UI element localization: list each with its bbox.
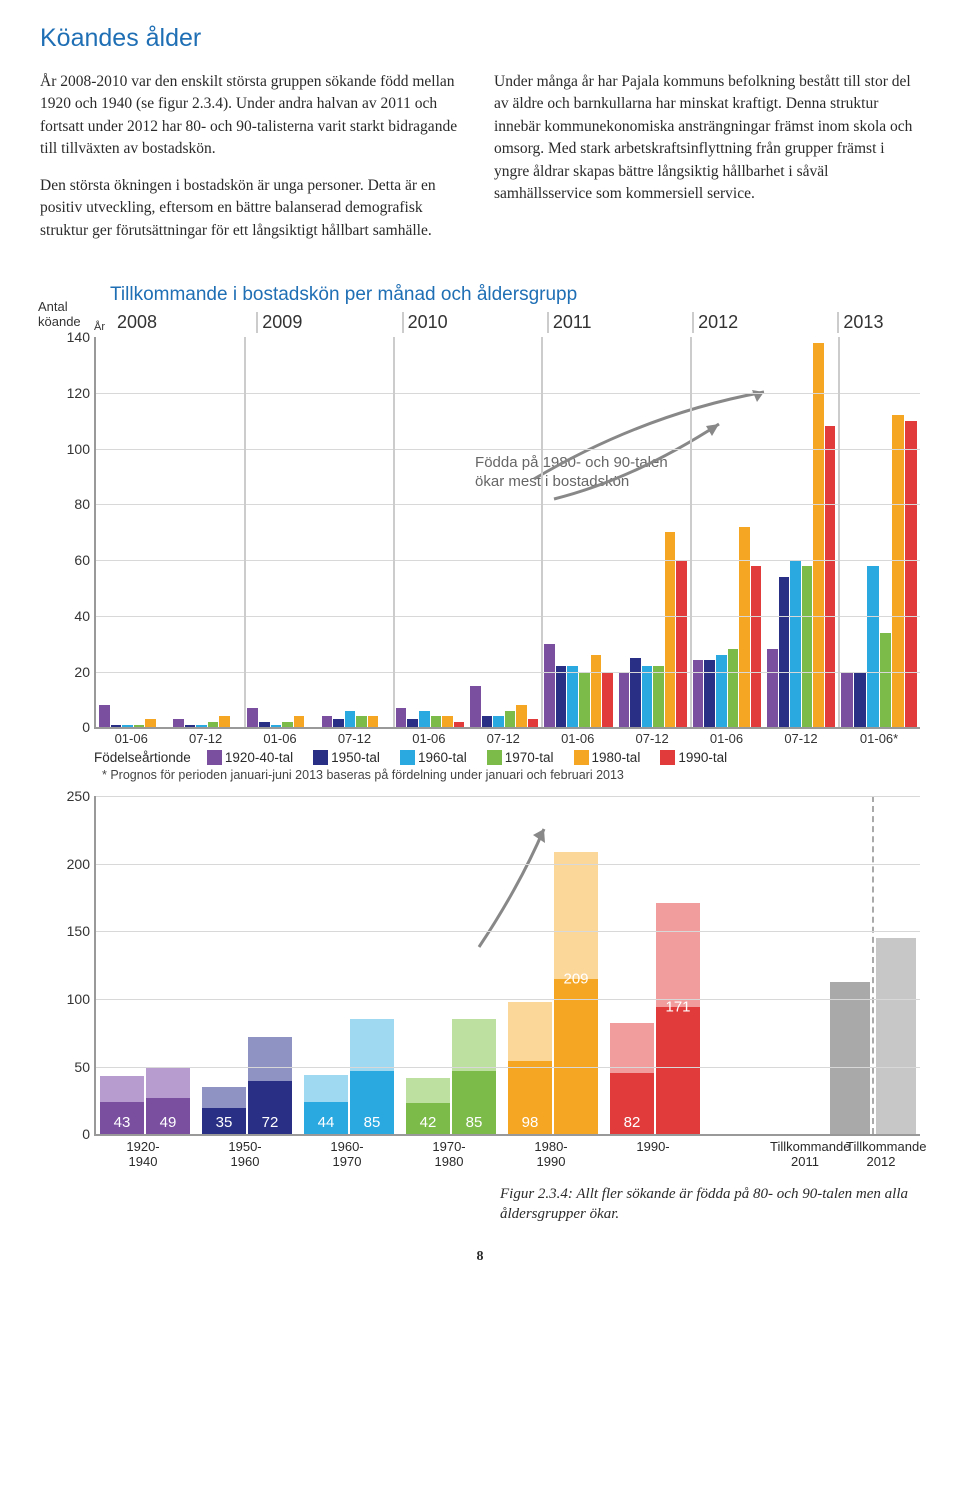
arrow-icon [459,817,579,957]
body-columns: År 2008-2010 var den enskilt största gru… [40,71,920,256]
chart1-legend: Födelseårtionde1920-40-tal1950-tal1960-t… [94,750,920,765]
para: Den största ökningen i bostadskön är ung… [40,175,466,242]
body-col-right: Under många år har Pajala kommuns befolk… [494,71,920,256]
chart1-footnote: * Prognos för perioden januari-juni 2013… [102,768,920,782]
arrow-icon [524,384,784,564]
chart1-xaxis: 01-0607-1201-0607-1201-0607-1201-0607-12… [94,731,920,746]
page-title: Köandes ålder [40,24,920,53]
chart2: 43493572448542859820982171 0501001502002… [40,796,920,1170]
chart1: Antalköande År200820092010201120122013 F… [40,312,920,782]
para: År 2008-2010 var den enskilt största gru… [40,71,466,161]
chart1-y-label: Antalköande [38,300,81,330]
para: Under många år har Pajala kommuns befolk… [494,71,920,206]
chart1-title: Tillkommande i bostadskön per månad och … [110,284,920,306]
body-col-left: År 2008-2010 var den enskilt största gru… [40,71,466,256]
chart1-plot: Födda på 1980- och 90-talenökar mest i b… [94,337,920,729]
page-number: 8 [40,1249,920,1265]
chart1-year-row: År200820092010201120122013 [94,312,920,333]
chart2-plot: 43493572448542859820982171 0501001502002… [94,796,920,1136]
chart2-xaxis: 1920-19401950-19601960-19701970-19801980… [94,1140,920,1170]
figure-caption: Figur 2.3.4: Allt fler sökande är födda … [500,1184,920,1225]
